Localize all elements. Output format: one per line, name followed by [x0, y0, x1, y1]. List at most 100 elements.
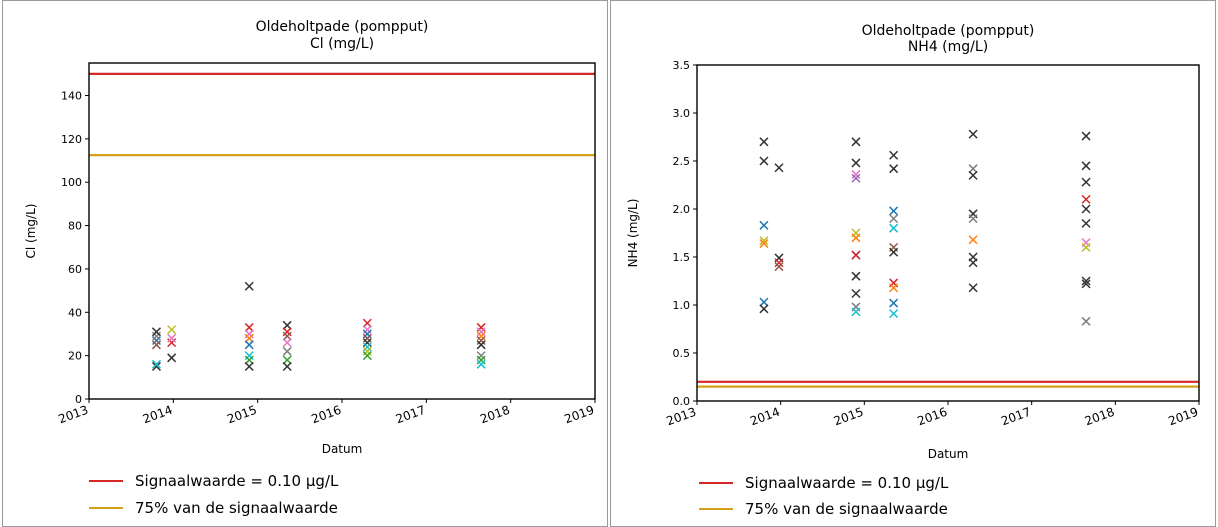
- nh4-data-point-stroke: [759, 220, 769, 230]
- nh4-data-point-stroke: [759, 297, 769, 307]
- nh4-data-point-stroke: [759, 239, 769, 249]
- cl-data-point: [476, 359, 486, 369]
- cl-data-point-stroke: [244, 281, 254, 291]
- cl-data-point-stroke: [282, 320, 292, 330]
- nh4-data-point: [889, 309, 899, 319]
- cl-data-point: [362, 346, 372, 356]
- nh4-data-point: [968, 170, 978, 180]
- nh4-x-tick-label: 2016: [916, 405, 949, 429]
- nh4-y-tick-label: 1.0: [673, 299, 691, 312]
- nh4-data-point-stroke: [889, 206, 899, 216]
- nh4-data-point: [889, 283, 899, 293]
- chart-panel-cl: Oldeholtpade (pompput) Cl (mg/L) 0 20 40 60 80…: [2, 0, 608, 527]
- nh4-data-point-stroke: [1081, 204, 1091, 214]
- nh4-data-point: [851, 250, 861, 260]
- cl-data-point: [362, 351, 372, 361]
- nh4-y-tick-label: 0.5: [673, 347, 691, 360]
- cl-x-tick-label: 2019: [563, 403, 596, 427]
- cl-data-point-stroke: [362, 351, 372, 361]
- chart-panel-nh4: Oldeholtpade (pompput) NH4 (mg/L) 0.0 0.5 1.…: [610, 0, 1216, 527]
- red-line-swatch-icon: [699, 482, 733, 484]
- nh4-data-point-stroke: [851, 173, 861, 183]
- nh4-data-point: [759, 137, 769, 147]
- nh4-data-point-stroke: [851, 137, 861, 147]
- cl-data-point-stroke: [244, 355, 254, 365]
- nh4-data-point-stroke: [968, 214, 978, 224]
- cl-data-point: [244, 340, 254, 350]
- cl-data-point: [476, 355, 486, 365]
- cl-y-tick-label: 100: [61, 176, 82, 189]
- cl-data-point: [476, 351, 486, 361]
- cl-y-tick-label: 120: [61, 133, 82, 146]
- cl-x-tick-label: 2016: [310, 403, 343, 427]
- cl-data-point: [244, 329, 254, 339]
- nh4-x-axis-label: Datum: [928, 447, 969, 461]
- nh4-data-point: [851, 158, 861, 168]
- red-line-swatch-icon: [89, 480, 123, 482]
- nh4-data-point-stroke: [774, 262, 784, 272]
- nh4-data-point: [1081, 316, 1091, 326]
- nh4-data-point: [968, 129, 978, 139]
- nh4-x-tick-label: 2015: [832, 405, 865, 429]
- nh4-data-point: [889, 206, 899, 216]
- cl-data-point: [362, 342, 372, 352]
- cl-data-point-stroke: [151, 359, 161, 369]
- cl-data-point: [167, 353, 177, 363]
- nh4-chart-title: Oldeholtpade (pompput): [862, 23, 1035, 39]
- cl-data-point-stroke: [151, 340, 161, 350]
- nh4-data-point: [774, 262, 784, 272]
- nh4-data-point: [968, 214, 978, 224]
- nh4-data-point: [1081, 131, 1091, 141]
- cl-data-point: [244, 333, 254, 343]
- cl-data-point: [282, 338, 292, 348]
- cl-x-axis-label: Datum: [322, 442, 363, 456]
- nh4-data-point-stroke: [851, 250, 861, 260]
- nh4-data-point-stroke: [968, 170, 978, 180]
- nh4-data-point-stroke: [1081, 194, 1091, 204]
- cl-data-point: [167, 325, 177, 335]
- nh4-data-point: [851, 307, 861, 317]
- nh4-data-point-stroke: [851, 233, 861, 243]
- cl-plot-frame: [88, 62, 596, 400]
- cl-data-point: [244, 361, 254, 372]
- nh4-data-point-stroke: [889, 214, 899, 224]
- nh4-data-point: [851, 288, 861, 299]
- cl-data-point: [167, 333, 177, 343]
- nh4-data-point: [759, 239, 769, 249]
- nh4-chart-svg: Oldeholtpade (pompput)NH4 (mg/L)0.00.51.…: [626, 23, 1200, 461]
- nh4-data-point-stroke: [889, 298, 899, 308]
- nh4-data-point-stroke: [889, 283, 899, 293]
- nh4-data-point: [851, 137, 861, 147]
- orange-line-swatch-icon: [699, 508, 733, 510]
- cl-data-point: [244, 322, 254, 332]
- cl-data-point: [244, 351, 254, 361]
- nh4-data-point-stroke: [1081, 242, 1091, 252]
- orange-line-swatch-icon: [89, 507, 123, 509]
- cl-data-point: [362, 333, 372, 343]
- cl-data-point-stroke: [167, 353, 177, 363]
- nh4-x-tick-label: 2018: [1083, 405, 1116, 429]
- nh4-data-point-stroke: [1081, 276, 1091, 286]
- cl-data-point-stroke: [244, 333, 254, 343]
- cl-data-point: [282, 346, 292, 356]
- cl-y-axis-label: Cl (mg/L): [24, 204, 38, 259]
- cl-data-point: [282, 331, 292, 341]
- cl-data-point-stroke: [167, 325, 177, 335]
- nh4-y-tick-label: 3.5: [673, 59, 691, 72]
- nh4-data-point: [1081, 204, 1091, 214]
- cl-data-point-stroke: [476, 359, 486, 369]
- nh4-legend-75pct-label: 75% van de signaalwaarde: [745, 500, 948, 518]
- cl-data-point-stroke: [167, 333, 177, 343]
- cl-data-point: [362, 325, 372, 335]
- cl-data-point-stroke: [476, 340, 486, 350]
- nh4-data-point-stroke: [851, 158, 861, 168]
- nh4-y-tick-label: 3.0: [673, 107, 691, 120]
- cl-data-point: [282, 320, 292, 330]
- nh4-data-point-stroke: [851, 271, 861, 281]
- nh4-data-point: [759, 156, 769, 166]
- nh4-data-point-stroke: [968, 164, 978, 174]
- nh4-data-point-stroke: [968, 235, 978, 245]
- nh4-data-point-stroke: [851, 288, 861, 299]
- nh4-y-tick-label: 0.0: [673, 395, 691, 408]
- cl-x-tick-label: 2013: [57, 403, 90, 427]
